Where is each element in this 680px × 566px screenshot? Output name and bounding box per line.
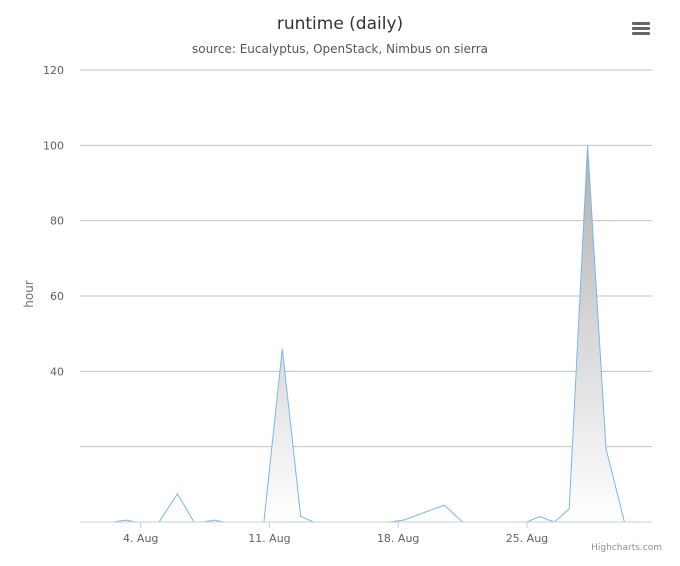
y-tick-label: 60 xyxy=(50,290,64,303)
chart-title: runtime (daily) xyxy=(276,14,404,34)
x-tick-label: 4. Aug xyxy=(123,532,158,545)
y-tick-label: 120 xyxy=(43,64,64,77)
chart-subtitle: source: Eucalyptus, OpenStack, Nimbus on… xyxy=(191,42,489,56)
y-tick-label: 100 xyxy=(43,139,64,152)
y-tick-label: 80 xyxy=(50,215,64,228)
x-tick-label: 18. Aug xyxy=(377,532,419,545)
hamburger-menu-icon[interactable] xyxy=(628,18,654,40)
x-tick-label: 11. Aug xyxy=(248,532,290,545)
y-tick-label: 40 xyxy=(50,365,64,378)
credits-link[interactable]: Highcharts.com xyxy=(591,543,662,553)
x-tick-label: 25. Aug xyxy=(506,532,548,545)
series-line[interactable] xyxy=(113,145,625,523)
y-axis-title: hour xyxy=(22,280,36,308)
series-area-fill xyxy=(113,145,625,523)
